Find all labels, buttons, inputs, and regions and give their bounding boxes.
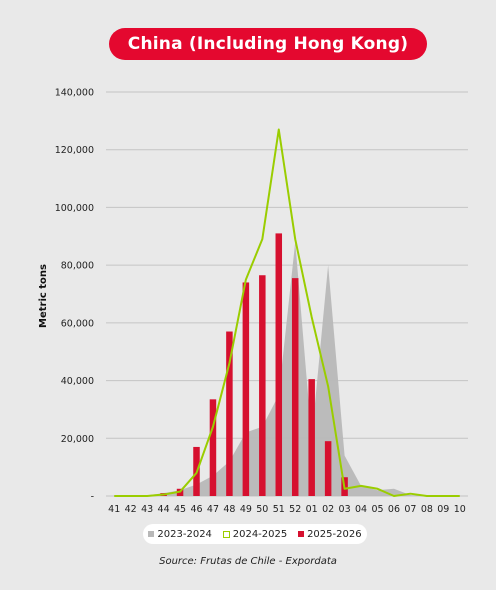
x-tick-label: 02 [322,504,334,515]
y-tick-label: 40,000 [61,376,94,387]
legend-label: 2023-2024 [157,528,212,540]
y-tick-label: 80,000 [61,261,94,272]
source-note: Source: Frutas de Chile - Expordata [159,556,337,567]
x-tick-label: 06 [388,504,400,515]
x-tick-label: 46 [190,504,202,515]
x-tick-label: 10 [454,504,466,515]
bar-2025-2026 [291,278,299,496]
y-tick-label: 60,000 [61,318,94,329]
y-tick-labels: - 20,000 40,000 60,000 80,000 100,000 120,000 1… [55,88,94,503]
x-tick-label: 07 [404,504,416,515]
y-tick-label: - [91,492,94,503]
x-tick-label: 42 [125,504,137,515]
legend-item-2024-2025: 2024-2025 [222,528,288,540]
legend-label: 2025-2026 [307,528,362,540]
legend-item-2025-2026: 2025-2026 [298,529,362,540]
bar-2025-2026 [242,282,250,496]
x-tick-label: 51 [273,504,285,515]
x-tick-label: 41 [108,504,120,515]
x-tick-label: 08 [421,504,433,515]
x-tick-label: 01 [306,504,318,515]
x-tick-label: 45 [174,504,186,515]
x-tick-labels: 41 42 43 44 45 46 47 48 49 50 51 52 01 02 03 04 05 06 07 08… [108,504,466,515]
x-tick-label: 48 [223,504,235,515]
x-tick-label: 43 [141,504,153,515]
bar-2025-2026 [275,233,283,496]
x-tick-label: 50 [256,504,268,515]
x-tick-label: 03 [339,504,351,515]
bar-2025-2026 [259,275,266,496]
chart-legend: 2023-2024 2024-2025 2025-2026 [143,524,367,544]
x-tick-label: 04 [355,504,367,515]
bar-2025-2026 [324,441,332,496]
legend-label: 2024-2025 [232,528,288,540]
x-tick-label: 47 [207,504,219,515]
legend-swatch-red [298,531,305,537]
line-series-2024-2025 [114,128,460,497]
legend-item-2023-2024: 2023-2024 [148,529,212,540]
area-series-2023-2024 [114,242,460,496]
bar-2025-2026 [209,399,217,496]
y-tick-label: 120,000 [55,145,94,156]
y-tick-label: 20,000 [61,434,94,445]
y-axis-label: Metric tons [38,264,49,328]
x-tick-label: 49 [240,504,252,515]
x-tick-label: 05 [371,504,383,515]
x-tick-label: 09 [437,504,449,515]
y-tick-label: 140,000 [55,88,94,99]
legend-swatch-grey [148,531,155,537]
bar-2025-2026 [226,331,233,496]
legend-swatch-green [222,530,230,538]
bar-2025-2026 [308,379,315,496]
x-tick-label: 44 [158,504,170,515]
chart-title: China (Including Hong Kong) [109,28,427,60]
x-tick-label: 52 [289,504,301,515]
y-tick-label: 100,000 [55,203,94,214]
line-2024-2025 [114,128,460,497]
area-2023-2024 [114,242,460,496]
